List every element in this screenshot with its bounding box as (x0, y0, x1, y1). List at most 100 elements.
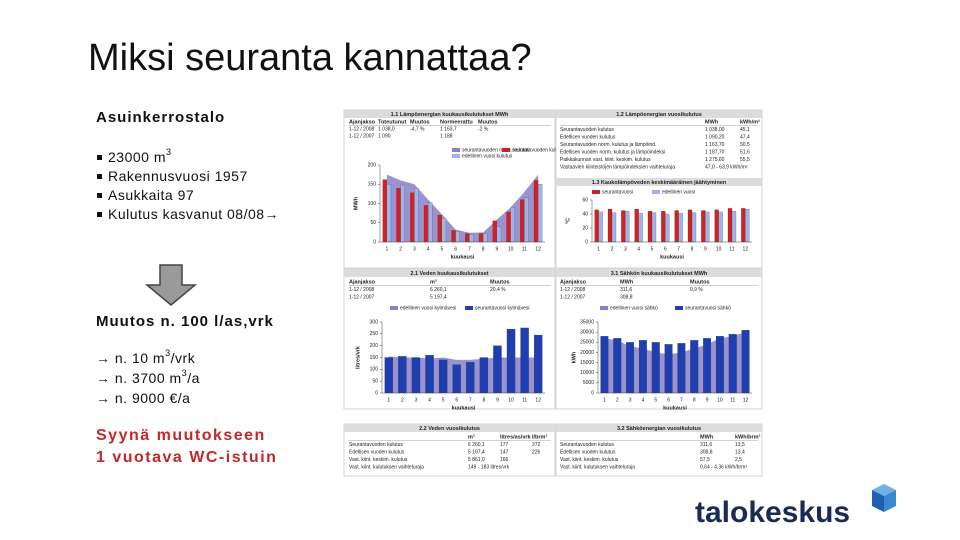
bar (661, 211, 666, 243)
y-tick-label: 100 (370, 367, 379, 373)
bar (651, 342, 660, 394)
table-cell: Vastaavien kiinteistöjen lämpöindeksien … (560, 164, 675, 170)
table-header: l/brm³ (532, 433, 547, 440)
superscript: 3 (166, 147, 172, 157)
panel-header (344, 269, 555, 277)
legend-swatch (592, 190, 600, 194)
x-tick-label: 11 (522, 246, 527, 252)
table-header: Muutos (478, 119, 498, 125)
x-tick-label: 6 (667, 397, 670, 403)
table-cell: Vast. kiint. kulutuksen vaihteluraja (560, 464, 635, 470)
panel (555, 423, 763, 477)
y-axis-label: MWh (353, 196, 359, 210)
x-tick-label: 8 (482, 246, 485, 252)
table-cell: 1 038,0 (378, 126, 395, 132)
panel-title: 1.3 Kaukolämpöveden keskimääräinen jääht… (592, 180, 727, 186)
bar (455, 231, 460, 243)
table-header: Ajanjakso (349, 279, 376, 285)
x-tick-label: 9 (706, 397, 709, 403)
table-header: MWh (700, 434, 714, 440)
table-cell: 55,5 (740, 157, 750, 163)
table-cell: 308,8 (700, 449, 713, 455)
bar (410, 192, 415, 243)
effect-line: → n. 10 m3/vrk (96, 348, 196, 365)
panel-header (556, 424, 762, 432)
bar (690, 340, 699, 394)
bar (534, 334, 543, 394)
table-cell: 5 197,4 (468, 449, 485, 455)
bar (428, 202, 433, 243)
x-tick-label: 9 (496, 397, 499, 403)
bar (715, 336, 724, 394)
x-tick-label: 8 (691, 246, 694, 252)
table-cell: 57,5 (700, 457, 710, 463)
y-tick-label: 30000 (580, 329, 594, 335)
bar (718, 211, 723, 243)
table-cell: 13,4 (735, 449, 745, 455)
line-text: Kulutus kasvanut 08/08→ (108, 206, 279, 222)
bar (478, 233, 484, 243)
table-cell: 1 090 (378, 133, 391, 139)
table-header: litres/as/vrk (500, 434, 532, 440)
y-tick-label: 300 (370, 319, 379, 325)
x-tick-label: 3 (624, 246, 627, 252)
legend-swatch (452, 148, 460, 152)
bar (496, 226, 502, 243)
x-tick-label: 5 (654, 397, 657, 403)
table-cell: 2,5 (735, 457, 742, 463)
table-cell: 13,5 (735, 442, 745, 448)
legend-swatch (675, 306, 683, 310)
effect-line: → n. 9000 €/a (96, 390, 190, 406)
bar (598, 211, 603, 243)
table-header: Muutos (410, 119, 430, 125)
line-tail: /vrk (171, 350, 196, 366)
bar (520, 327, 529, 394)
effect-line: → n. 3700 m3/a (96, 368, 200, 385)
table-cell: Seurantavuoden kulutus (560, 442, 614, 448)
legend-label: seurantavuosi sähkö (685, 305, 731, 311)
table-cell: 1-12 / 2008 (349, 126, 375, 132)
bar (638, 213, 643, 243)
table-header: kWh/brm³ (735, 433, 761, 440)
bar (664, 344, 673, 394)
y-tick-label: 35000 (580, 319, 594, 325)
y-tick-label: 40 (582, 211, 588, 217)
cause-line: 1 vuotava WC-istuin (96, 449, 277, 466)
bar (451, 230, 456, 243)
bar (745, 209, 750, 243)
table-cell: 6 260,1 (430, 287, 447, 293)
table-header: Ajanjakso (560, 279, 587, 285)
x-tick-label: 9 (704, 246, 707, 252)
panel-header (344, 110, 555, 118)
x-axis-label: kuukausi (660, 254, 684, 260)
table-cell: 226 (532, 449, 541, 455)
bar (741, 330, 750, 394)
bar (678, 213, 683, 243)
table-header: Ajanjakso (349, 119, 376, 125)
panel-title: 2.1 Veden kuukausikulutukset (410, 271, 488, 277)
x-tick-label: 10 (717, 397, 723, 403)
y-tick-label: 15000 (580, 360, 594, 366)
table-cell: 50,5 (740, 142, 750, 148)
panel-header (556, 269, 762, 277)
bar (728, 334, 737, 394)
bar (613, 338, 622, 394)
y-tick-label: 60 (582, 197, 588, 203)
x-tick-label: 8 (482, 397, 485, 403)
x-tick-label: 5 (442, 397, 445, 403)
bar (506, 211, 511, 243)
legend-swatch (652, 190, 660, 194)
bar (493, 345, 502, 394)
bar (452, 364, 461, 394)
y-tick-label: 0 (585, 239, 588, 245)
x-tick-label: 7 (468, 246, 471, 252)
table-cell: 1-12 / 2007 (560, 294, 586, 300)
legend-swatch (600, 306, 608, 310)
bar (626, 342, 635, 394)
legend-swatch (390, 306, 398, 310)
table-cell: 1 275,60 (705, 157, 725, 163)
bar (533, 180, 539, 243)
bar (607, 209, 613, 243)
